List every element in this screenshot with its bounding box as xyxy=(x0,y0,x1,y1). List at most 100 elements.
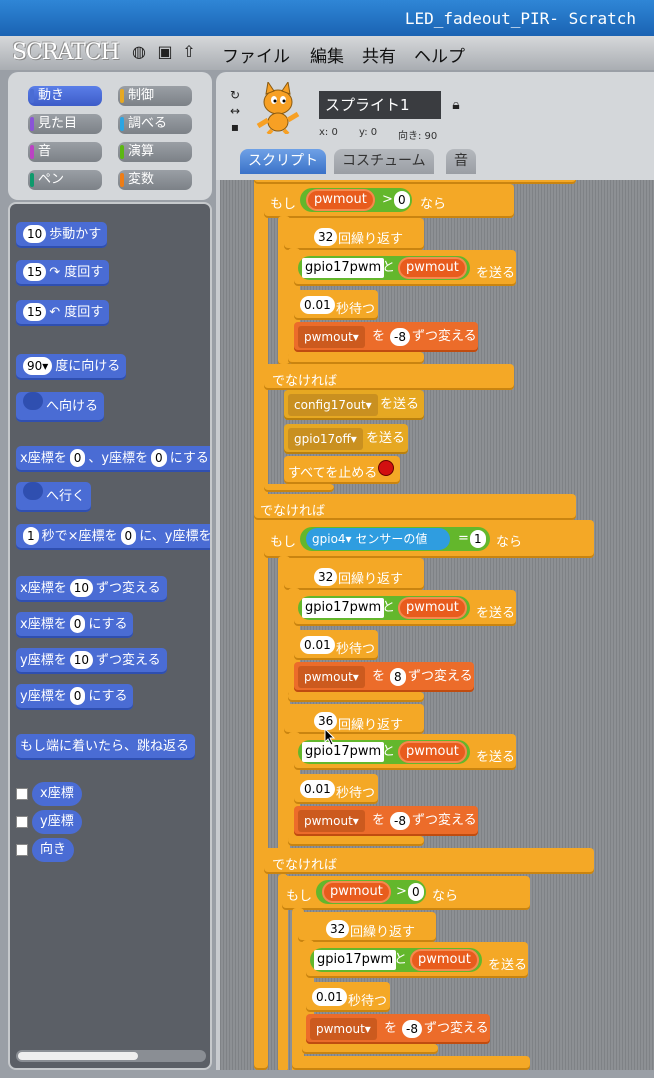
tab-costumes[interactable]: コスチューム xyxy=(334,149,434,174)
lock-icon[interactable]: 🔒︎ xyxy=(452,97,460,113)
category-variables[interactable]: 変数 xyxy=(118,170,192,190)
block-turn-right[interactable]: 15 ↷ 度回す xyxy=(16,260,110,286)
join-operator[interactable]: gpio17pwm と pwmout xyxy=(298,740,470,764)
var-dropdown[interactable]: pwmout▾ xyxy=(298,326,365,348)
gpio17pwm-input[interactable]: gpio17pwm xyxy=(302,258,385,278)
category-sensing[interactable]: 調べる xyxy=(118,114,192,134)
category-control[interactable]: 制御 xyxy=(118,86,192,106)
block-goto[interactable]: へ行く xyxy=(16,482,92,512)
block-point-toward[interactable]: へ向ける xyxy=(16,392,105,422)
gt-operator[interactable]: pwmout > 0 xyxy=(300,188,412,212)
change-input[interactable]: 8 xyxy=(390,668,406,686)
target-dropdown[interactable] xyxy=(23,392,43,410)
block-set-y[interactable]: y座標を 0 にする xyxy=(16,684,134,710)
repeat-count[interactable]: 36 xyxy=(314,712,338,730)
menu-edit[interactable]: 編集 xyxy=(310,47,344,67)
block-turn-left[interactable]: 15 ↶ 度回す xyxy=(16,300,110,326)
repeat-36-block[interactable] xyxy=(284,704,424,734)
join-operator[interactable]: gpio17pwm と pwmout xyxy=(298,596,470,620)
eq-operator[interactable]: gpio4▾ センサーの値 = 1 xyxy=(300,527,490,551)
x-input[interactable]: 0 xyxy=(69,449,86,467)
no-rotate-icon[interactable]: ▪ xyxy=(230,120,240,134)
globe-icon[interactable]: ◍ xyxy=(132,42,146,61)
menu-share[interactable]: 共有 xyxy=(362,47,396,67)
repeat-32-block[interactable] xyxy=(284,558,424,590)
change-var-block[interactable]: pwmout▾ を -8 ずつ変える xyxy=(294,806,478,836)
category-looks[interactable]: 見た目 xyxy=(28,114,102,134)
repeat-32-block[interactable] xyxy=(298,912,436,942)
change-var-block[interactable]: pwmout▾ を -8 ずつ変える xyxy=(294,322,478,352)
pwmout-reporter[interactable]: pwmout xyxy=(410,949,479,971)
category-sound[interactable]: 音 xyxy=(28,142,102,162)
block-point-direction[interactable]: 90▾ 度に向ける xyxy=(16,354,127,380)
send-gpio-off-block[interactable]: gpio17off▾ を送る xyxy=(284,424,408,454)
glide-secs-input[interactable]: 1 xyxy=(23,527,39,545)
wait-input[interactable]: 0.01 xyxy=(312,988,347,1006)
menu-help[interactable]: ヘルプ xyxy=(414,47,465,67)
pwmout-reporter[interactable]: pwmout xyxy=(306,189,375,211)
tab-sounds[interactable]: 音 xyxy=(446,149,476,174)
var-dropdown[interactable]: pwmout▾ xyxy=(298,666,365,688)
wait-input[interactable]: 0.01 xyxy=(300,636,335,654)
direction-checkbox[interactable] xyxy=(16,844,28,856)
change-input[interactable]: -8 xyxy=(390,812,410,830)
tab-scripts[interactable]: スクリプト xyxy=(240,149,326,174)
reporter-x-position[interactable]: x座標 xyxy=(32,782,82,806)
config-dropdown[interactable]: config17out▾ xyxy=(288,394,378,416)
gt-value[interactable]: 0 xyxy=(394,191,410,209)
block-glide[interactable]: 1 秒で×座標を 0 に、y座標を xyxy=(16,524,210,550)
wait-input[interactable]: 0.01 xyxy=(300,296,335,314)
block-move[interactable]: 10 歩動かす xyxy=(16,222,108,248)
set-x-input[interactable]: 0 xyxy=(69,615,86,633)
gpio17pwm-input[interactable]: gpio17pwm xyxy=(302,742,385,762)
change-x-input[interactable]: 10 xyxy=(69,579,93,597)
reporter-direction[interactable]: 向き xyxy=(32,838,75,862)
y-input[interactable]: 0 xyxy=(151,449,167,467)
wait-input[interactable]: 0.01 xyxy=(300,780,335,798)
category-operators[interactable]: 演算 xyxy=(118,142,192,162)
direction-dropdown[interactable]: 90▾ xyxy=(23,357,53,375)
repeat-32-block[interactable] xyxy=(284,218,424,250)
palette-hscrollbar[interactable] xyxy=(16,1050,206,1062)
move-steps-input[interactable]: 10 xyxy=(23,225,47,243)
var-dropdown[interactable]: pwmout▾ xyxy=(298,810,365,832)
sensor-value-reporter[interactable]: gpio4▾ センサーの値 xyxy=(306,528,450,550)
send-config-block[interactable]: config17out▾ を送る xyxy=(284,390,424,420)
gpio17pwm-input[interactable]: gpio17pwm xyxy=(302,598,385,618)
change-y-input[interactable]: 10 xyxy=(69,651,93,669)
block-goto-xy[interactable]: x座標を 0 、y座標を 0 にする xyxy=(16,446,210,472)
rotate-all-icon[interactable]: ↻ xyxy=(229,88,241,102)
menu-file[interactable]: ファイル xyxy=(222,47,290,67)
block-bounce[interactable]: もし端に着いたら、跳ね返る xyxy=(16,734,196,760)
glide-x-input[interactable]: 0 xyxy=(120,527,137,545)
category-motion[interactable]: 動き xyxy=(28,86,102,106)
script-area[interactable]: もし pwmout > 0 なら 32 回繰り返す gpio17pwm と pw… xyxy=(216,180,654,1070)
change-input[interactable]: -8 xyxy=(402,1020,422,1038)
pwmout-reporter[interactable]: pwmout xyxy=(398,597,467,619)
repeat-count[interactable]: 32 xyxy=(314,568,338,586)
pwmout-reporter[interactable]: pwmout xyxy=(398,741,467,763)
change-var-block[interactable]: pwmout▾ を -8 ずつ変える xyxy=(306,1014,490,1044)
set-y-input[interactable]: 0 xyxy=(69,687,86,705)
block-change-y[interactable]: y座標を 10 ずつ変える xyxy=(16,648,167,674)
turn-left-input[interactable]: 15 xyxy=(23,303,47,321)
scroll-thumb[interactable] xyxy=(18,1052,138,1060)
join-operator[interactable]: gpio17pwm と pwmout xyxy=(310,948,482,972)
gpio-off-dropdown[interactable]: gpio17off▾ xyxy=(288,428,363,450)
block-change-x[interactable]: x座標を 10 ずつ変える xyxy=(16,576,167,602)
outer-if-else-spine[interactable] xyxy=(254,180,268,1070)
gt-operator[interactable]: pwmout > 0 xyxy=(316,880,426,904)
sprite-name-field[interactable]: スプライト1 xyxy=(319,91,441,119)
turn-right-input[interactable]: 15 xyxy=(23,263,47,281)
category-pen[interactable]: ペン xyxy=(28,170,102,190)
x-position-checkbox[interactable] xyxy=(16,788,28,800)
join-operator[interactable]: gpio17pwm と pwmout xyxy=(298,256,470,280)
goto-target-dropdown[interactable] xyxy=(23,482,43,500)
repeat-count[interactable]: 32 xyxy=(314,228,338,246)
flip-lr-icon[interactable]: ↔ xyxy=(229,104,241,118)
block-set-x[interactable]: x座標を 0 にする xyxy=(16,612,134,638)
eq-value[interactable]: 1 xyxy=(470,530,486,548)
pwmout-reporter[interactable]: pwmout xyxy=(398,257,467,279)
gt-value[interactable]: 0 xyxy=(408,883,424,901)
change-input[interactable]: -8 xyxy=(390,328,410,346)
